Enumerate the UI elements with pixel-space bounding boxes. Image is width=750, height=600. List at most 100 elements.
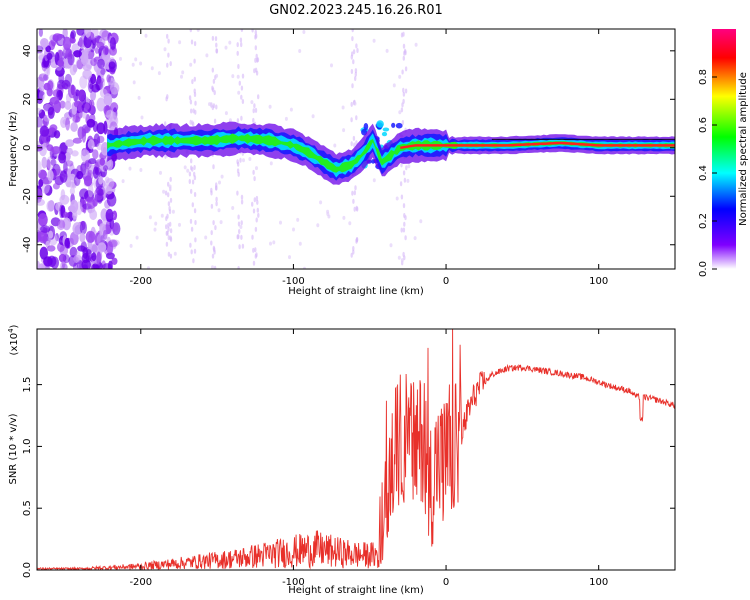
spectrogram-x-tick-label: 0 [443, 276, 449, 287]
spectrogram-noise-cell [210, 230, 213, 236]
spectrogram-noise-cell [402, 98, 405, 104]
spectrogram-noise-cell [75, 250, 81, 263]
spectrogram-noise-cell [103, 120, 108, 135]
spectrogram-noise-cell [169, 221, 172, 227]
spectrogram-noise-cell [190, 249, 193, 255]
spectrogram-noise-cell [240, 199, 244, 205]
spectrogram-noise-cell [48, 230, 54, 239]
spectrogram-noise-cell [85, 253, 91, 263]
spectrogram-noise-cell [102, 229, 108, 240]
spectrogram-noise-cell [254, 226, 258, 232]
spectrogram-noise-cell [215, 73, 219, 78]
spectrogram-noise-cell [350, 117, 353, 123]
spectrogram-noise-cell [205, 53, 209, 58]
spectrogram-noise-cell [45, 45, 51, 53]
spectrogram-noise-cell [252, 208, 256, 214]
snr-x-tick-label: -200 [129, 577, 152, 588]
spectrogram-noise-cell [194, 237, 197, 243]
snr-x-tick-label: 100 [589, 577, 608, 588]
spectrogram-noise-cell [39, 246, 48, 260]
spectrogram-noise-cell [77, 89, 86, 102]
spectrogram-noise-cell [169, 197, 173, 203]
spectrogram-noise-cell [191, 179, 195, 185]
spectrogram-noise-cell [46, 52, 53, 61]
spectrogram-noise-cell [73, 100, 83, 108]
spectrogram-noise-cell [352, 249, 355, 255]
spectrogram-y-tick-label: -20 [22, 188, 33, 204]
spectrogram-noise-cell [350, 252, 353, 258]
spectrogram-noise-cell [38, 29, 43, 37]
spectrogram-noise-cell [190, 158, 193, 164]
spectrogram-noise-cell [193, 41, 197, 47]
spectrogram-noise-cell [69, 246, 78, 258]
spectrogram-noise-cell [95, 185, 106, 196]
spectrogram-noise-cell [400, 227, 403, 233]
spectrogram-noise-cell [302, 30, 306, 34]
spectrogram-noise-cell [240, 115, 243, 121]
spectrogram-noise-cell [92, 149, 99, 160]
spectrogram-noise-cell [402, 91, 406, 97]
spectrogram-noise-cell [250, 100, 254, 105]
spectrogram-x-tick-label: -100 [282, 276, 305, 287]
spectrogram-noise-cell [148, 215, 152, 220]
snr-y-tick-label: 1.5 [22, 377, 33, 393]
snr-y-tick-label: 0.0 [22, 562, 33, 578]
spectrogram-noise-cell [169, 61, 172, 67]
spectrogram-noise-cell [342, 128, 346, 133]
spectrogram-noise-cell [406, 178, 410, 183]
spectrogram-noise-cell [191, 79, 194, 85]
spectrogram-noise-cell [391, 122, 396, 128]
spectrogram-noise-cell [289, 107, 293, 112]
spectrogram-noise-cell [40, 38, 49, 48]
spectrogram-noise-cell [80, 199, 87, 213]
spectrogram-noise-cell [292, 227, 295, 232]
spectrogram-noise-cell [218, 180, 221, 185]
snr-y-tick-label: 0.5 [22, 500, 33, 516]
spectrogram-noise-cell [351, 29, 354, 33]
spectrogram-noise-cell [224, 45, 228, 50]
spectrogram-noise-cell [167, 235, 170, 241]
spectrogram-noise-cell [269, 241, 272, 246]
spectrogram-noise-cell [82, 69, 93, 80]
spectrogram-noise-cell [47, 80, 54, 91]
spectrogram-noise-cell [238, 244, 241, 250]
spectrogram-noise-cell [255, 166, 258, 171]
spectrogram-noise-cell [256, 199, 259, 205]
snr-x-ticks: -200 -100 0 100 [129, 329, 608, 588]
spectrogram-noise-cell [352, 198, 355, 204]
spectrogram-noise-cell [193, 248, 197, 254]
spectrogram-noise-cell [353, 101, 357, 106]
spectrogram-noise-cell [90, 243, 100, 253]
spectrogram-noise-cell [236, 190, 239, 196]
spectrogram-noise-cell [402, 55, 405, 61]
spectrogram-noise-cell [40, 225, 50, 233]
spectrogram-noise-cell [240, 234, 243, 240]
spectrogram-noise-cell [353, 142, 356, 148]
spectrogram-noise-cell [252, 108, 255, 114]
spectrogram-noise-cell [58, 152, 67, 164]
spectrogram-noise-cell [186, 168, 190, 173]
spectrogram-noise-cell [252, 117, 255, 123]
spectrogram-noise-cell [193, 192, 197, 197]
spectrogram-y-tick-label: 0 [22, 145, 33, 151]
spectrogram-noise-cell [46, 144, 54, 152]
spectrogram-noise-cell [251, 201, 254, 207]
spectrogram-noise-cell [168, 209, 172, 215]
spectrogram-noise-cell [254, 247, 257, 253]
spectrogram-noise-cell [169, 236, 173, 242]
spectrogram-noise-cell [352, 49, 356, 55]
spectrogram-noise-cell [188, 95, 192, 101]
spectrogram-noise-cell [39, 84, 45, 92]
spectrogram-noise-cell [37, 198, 45, 206]
spectrogram-noise-cell [236, 74, 240, 79]
spectrogram-noise-cell [402, 227, 406, 233]
spectrogram-noise-cell [189, 242, 192, 248]
spectrogram-noise-cell [70, 199, 79, 213]
spectrogram-noise-cell [157, 71, 161, 76]
spectrogram-noise-cell [372, 178, 376, 183]
spectrogram-noise-cell [189, 62, 193, 67]
spectrogram-noise-cell [240, 42, 243, 48]
spectrogram-noise-cell [214, 225, 217, 231]
spectrogram-noise-cell [101, 30, 111, 41]
spectrogram-noise-cell [165, 241, 169, 247]
